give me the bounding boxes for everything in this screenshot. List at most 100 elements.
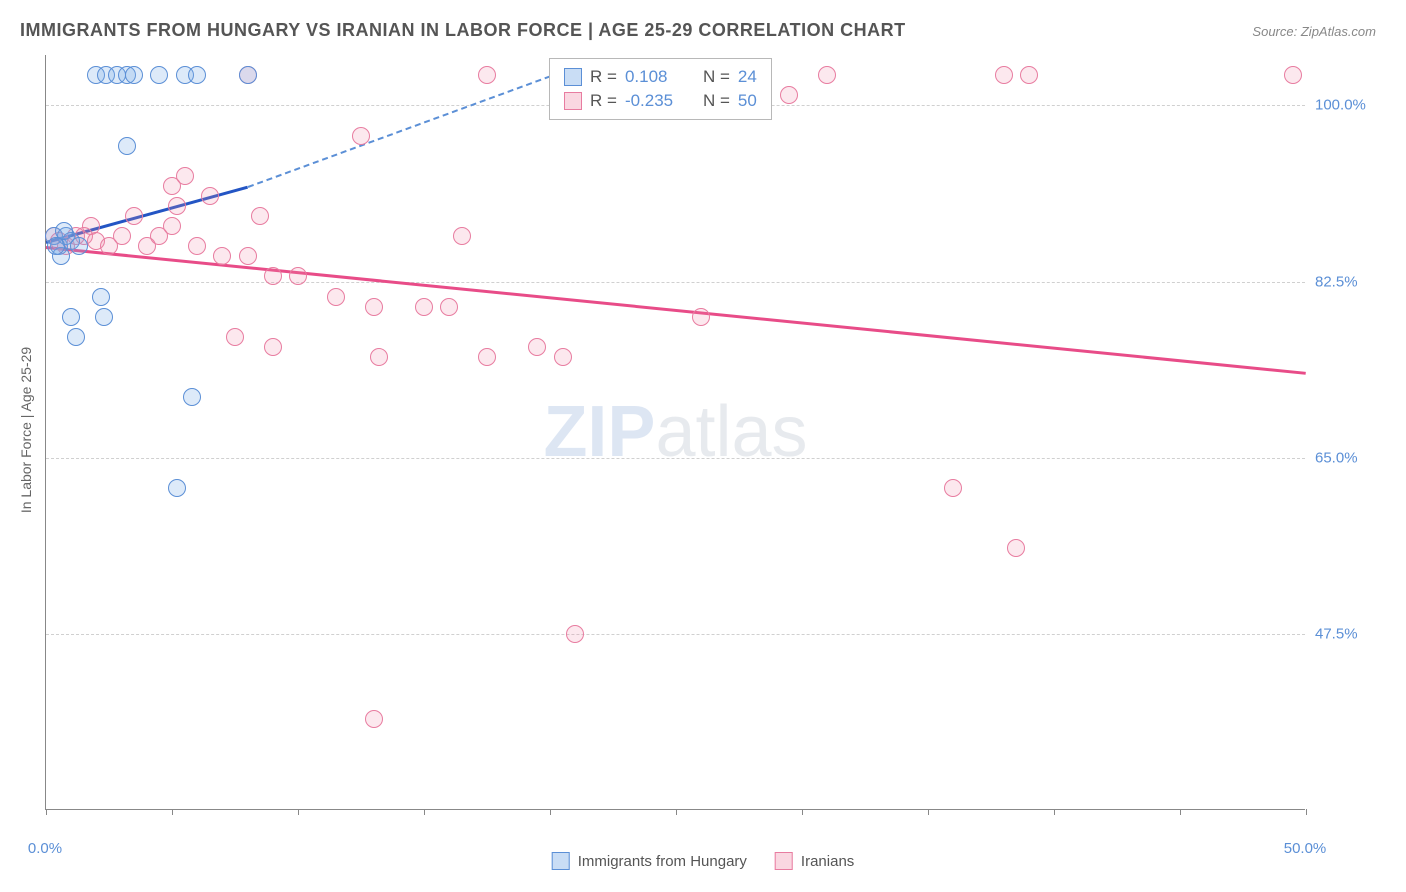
correlation-legend-row: R = 0.108 N = 24 (564, 65, 757, 89)
legend-label-hungary: Immigrants from Hungary (578, 853, 747, 870)
data-point-iranians (168, 197, 186, 215)
data-point-iranians (352, 127, 370, 145)
source-value: ZipAtlas.com (1301, 24, 1376, 39)
data-point-iranians (201, 187, 219, 205)
data-point-iranians (995, 66, 1013, 84)
n-value: 50 (738, 91, 757, 111)
data-point-iranians (1020, 66, 1038, 84)
data-point-iranians (692, 308, 710, 326)
data-point-iranians (264, 267, 282, 285)
swatch-pink-icon (564, 92, 582, 110)
gridline-h (46, 282, 1305, 283)
xtick-mark (1306, 809, 1307, 815)
swatch-blue-icon (552, 852, 570, 870)
xtick-mark (550, 809, 551, 815)
r-label: R = (590, 91, 617, 111)
ytick-label: 47.5% (1315, 625, 1400, 642)
data-point-iranians (289, 267, 307, 285)
data-point-iranians (327, 288, 345, 306)
n-label: N = (703, 67, 730, 87)
xtick-mark (1054, 809, 1055, 815)
data-point-iranians (944, 479, 962, 497)
data-point-hungary (150, 66, 168, 84)
trendline-blue-dash (247, 75, 550, 188)
swatch-blue-icon (564, 68, 582, 86)
watermark-zip: ZIP (543, 392, 655, 472)
ytick-label: 65.0% (1315, 449, 1400, 466)
data-point-iranians (251, 207, 269, 225)
xtick-mark (802, 809, 803, 815)
xtick-mark (46, 809, 47, 815)
xtick-mark (172, 809, 173, 815)
data-point-iranians (239, 247, 257, 265)
trendline-pink (46, 246, 1306, 374)
r-label: R = (590, 67, 617, 87)
data-point-iranians (176, 167, 194, 185)
data-point-iranians (163, 217, 181, 235)
chart-title: IMMIGRANTS FROM HUNGARY VS IRANIAN IN LA… (20, 20, 906, 41)
ytick-label: 100.0% (1315, 97, 1400, 114)
data-point-iranians (1284, 66, 1302, 84)
data-point-iranians (370, 348, 388, 366)
data-point-iranians (226, 328, 244, 346)
data-point-iranians (440, 298, 458, 316)
data-point-iranians (818, 66, 836, 84)
data-point-hungary (183, 388, 201, 406)
plot-area: ZIPatlas 100.0%82.5%65.0%47.5% (45, 55, 1305, 810)
watermark: ZIPatlas (543, 391, 807, 473)
data-point-hungary (118, 137, 136, 155)
y-axis-label: In Labor Force | Age 25-29 (18, 347, 34, 513)
legend-label-iranians: Iranians (801, 853, 854, 870)
data-point-iranians (264, 338, 282, 356)
data-point-iranians (554, 348, 572, 366)
data-point-iranians (365, 710, 383, 728)
data-point-iranians (415, 298, 433, 316)
data-point-hungary (168, 479, 186, 497)
data-point-iranians (478, 66, 496, 84)
xtick-label: 0.0% (28, 840, 62, 857)
data-point-hungary (67, 328, 85, 346)
data-point-hungary (62, 308, 80, 326)
data-point-iranians (478, 348, 496, 366)
source-attribution: Source: ZipAtlas.com (1252, 24, 1376, 39)
xtick-mark (298, 809, 299, 815)
xtick-mark (424, 809, 425, 815)
legend-item-iranians: Iranians (775, 852, 854, 870)
data-point-hungary (239, 66, 257, 84)
data-point-iranians (188, 237, 206, 255)
r-value: 0.108 (625, 67, 695, 87)
bottom-legend: Immigrants from Hungary Iranians (552, 852, 855, 870)
xtick-label: 50.0% (1284, 840, 1327, 857)
data-point-iranians (566, 625, 584, 643)
data-point-iranians (528, 338, 546, 356)
gridline-h (46, 634, 1305, 635)
data-point-iranians (113, 227, 131, 245)
source-label: Source: (1252, 24, 1297, 39)
xtick-mark (928, 809, 929, 815)
data-point-iranians (213, 247, 231, 265)
data-point-iranians (453, 227, 471, 245)
data-point-iranians (780, 86, 798, 104)
ytick-label: 82.5% (1315, 273, 1400, 290)
data-point-hungary (125, 66, 143, 84)
data-point-hungary (70, 237, 88, 255)
n-value: 24 (738, 67, 757, 87)
xtick-mark (676, 809, 677, 815)
n-label: N = (703, 91, 730, 111)
chart-container: IMMIGRANTS FROM HUNGARY VS IRANIAN IN LA… (0, 0, 1406, 892)
watermark-atlas: atlas (655, 392, 807, 472)
data-point-hungary (92, 288, 110, 306)
data-point-hungary (55, 222, 73, 240)
r-value: -0.235 (625, 91, 695, 111)
gridline-h (46, 458, 1305, 459)
data-point-iranians (1007, 539, 1025, 557)
correlation-legend-row: R = -0.235 N = 50 (564, 89, 757, 113)
data-point-hungary (188, 66, 206, 84)
data-point-hungary (95, 308, 113, 326)
swatch-pink-icon (775, 852, 793, 870)
legend-item-hungary: Immigrants from Hungary (552, 852, 747, 870)
correlation-legend: R = 0.108 N = 24 R = -0.235 N = 50 (549, 58, 772, 120)
xtick-mark (1180, 809, 1181, 815)
data-point-iranians (365, 298, 383, 316)
data-point-iranians (125, 207, 143, 225)
